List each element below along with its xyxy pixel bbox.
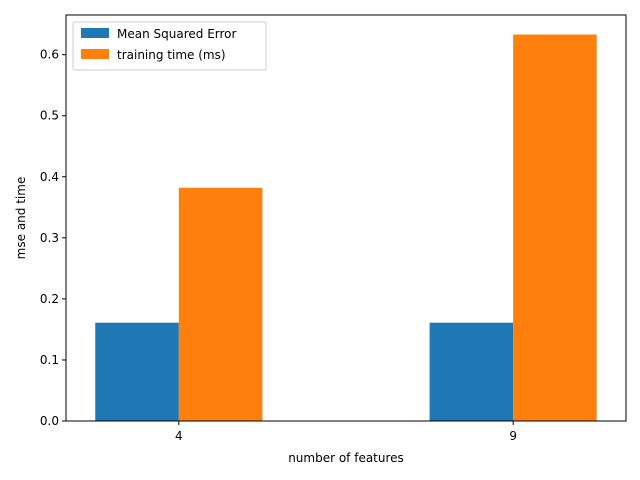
legend-swatch-training-time (81, 49, 109, 59)
y-tick-label: 0.6 (40, 48, 59, 62)
legend-label-mse: Mean Squared Error (117, 27, 237, 41)
y-tick-label: 0.4 (40, 170, 59, 184)
bar-mse-9 (429, 322, 514, 421)
y-tick-label: 0.5 (40, 109, 59, 123)
y-tick-label: 0.0 (40, 414, 59, 428)
legend-box (72, 21, 267, 71)
x-axis-label: number of features (288, 451, 404, 465)
y-tick-label: 0.2 (40, 292, 59, 306)
x-tick-label: 9 (509, 429, 517, 443)
bar-training-time-9 (513, 34, 597, 422)
bar-training-time-4 (178, 187, 263, 421)
axes-frame (65, 14, 627, 422)
bars-group (95, 34, 597, 422)
x-tick-label: 4 (175, 429, 183, 443)
y-tick-label: 0.3 (40, 231, 59, 245)
legend-label-training-time: training time (ms) (117, 48, 226, 62)
bar-mse-4 (95, 322, 179, 421)
legend: Mean Squared Error training time (ms) (72, 21, 267, 71)
y-axis-ticks: 0.0 0.1 0.2 0.3 0.4 0.5 0.6 (40, 48, 66, 428)
legend-swatch-mse (81, 28, 109, 38)
y-tick-label: 0.1 (40, 353, 59, 367)
y-axis-label: mse and time (14, 177, 28, 260)
